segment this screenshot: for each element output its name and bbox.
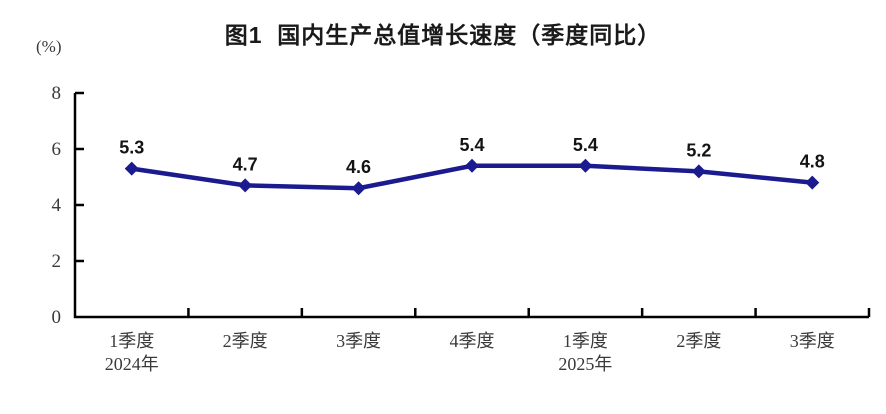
data-point-label: 4.6 (346, 157, 371, 177)
y-tick-label: 8 (52, 83, 62, 104)
x-tick-year-label: 2025年 (558, 354, 612, 374)
data-point-label: 5.3 (119, 138, 144, 158)
x-tick-label: 1季度 (563, 331, 608, 351)
chart-title: 图1 国内生产总值增长速度（季度同比） (224, 22, 662, 48)
y-axis-unit-label: (%) (36, 37, 62, 56)
y-tick-label: 0 (52, 307, 62, 328)
data-point-marker (465, 158, 479, 173)
data-point-label: 5.4 (573, 135, 598, 155)
x-tick-label: 3季度 (790, 331, 835, 351)
data-point-label: 5.2 (686, 140, 711, 160)
data-point-marker (351, 181, 366, 196)
x-tick-label: 3季度 (336, 331, 381, 351)
axis-lines (73, 93, 869, 319)
y-tick-label: 6 (52, 139, 62, 160)
x-tick-label: 1季度 (109, 331, 154, 351)
data-point-label: 4.8 (800, 152, 825, 172)
data-point-marker (124, 161, 139, 176)
data-point-marker (805, 175, 820, 190)
data-point-marker (691, 164, 706, 179)
x-tick-label: 2季度 (676, 331, 721, 351)
data-point-label: 5.4 (459, 135, 484, 155)
data-point-marker (238, 178, 253, 193)
x-tick-label: 4季度 (450, 331, 495, 351)
x-tick-year-label: 2024年 (105, 354, 159, 374)
y-tick-label: 4 (52, 195, 62, 216)
data-point-marker (578, 158, 593, 173)
data-point-label: 4.7 (233, 154, 258, 174)
x-tick-label: 2季度 (223, 331, 268, 351)
y-tick-label: 2 (52, 251, 62, 272)
